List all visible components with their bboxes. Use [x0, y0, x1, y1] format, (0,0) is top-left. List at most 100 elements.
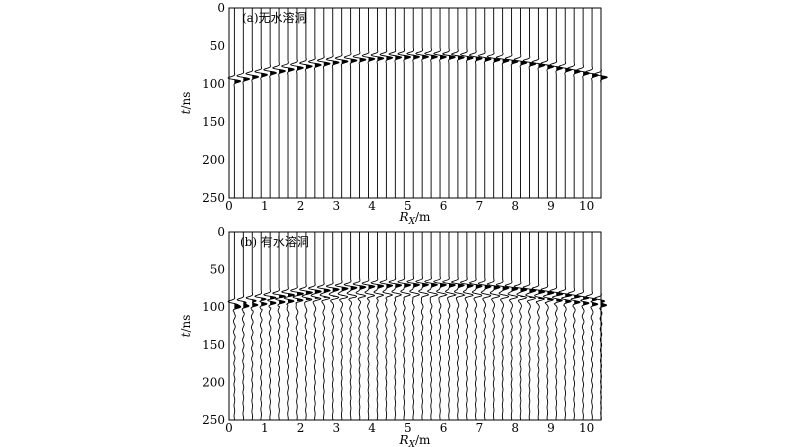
- trace-wiggle: [281, 232, 295, 421]
- x-tick-label: 9: [547, 421, 555, 435]
- trace-wiggle: [451, 232, 466, 421]
- trace-wiggle: [245, 232, 259, 421]
- trace-wiggle: [316, 232, 331, 421]
- trace-wiggle: [486, 232, 501, 421]
- trace-wiggle: [504, 8, 519, 198]
- trace-wiggle: [272, 232, 287, 421]
- trace-wiggle: [334, 232, 349, 421]
- trace-wiggle: [299, 232, 314, 421]
- trace-wiggle: [468, 8, 483, 198]
- x-tick-label: 0: [225, 199, 233, 213]
- trace-wiggle: [531, 8, 546, 198]
- trace-wiggle: [361, 232, 376, 421]
- panel-a-traces: [227, 8, 608, 198]
- panel-a: (a)无水溶洞 0 1 2 3 4 5 6 7 8 9 10 0 50 100 150 200 250 RX/…: [179, 1, 608, 227]
- x-tick-label: 9: [547, 199, 555, 213]
- x-tick-label: 8: [511, 421, 519, 435]
- trace-wiggle: [379, 8, 394, 198]
- trace-wiggle: [388, 8, 403, 198]
- trace-wiggle: [236, 8, 251, 198]
- panel-b-frame: [228, 231, 602, 421]
- trace-wiggle: [415, 8, 429, 198]
- trace-wiggle: [549, 8, 564, 198]
- trace-wiggle: [504, 232, 519, 421]
- trace-wiggle: [442, 8, 456, 198]
- trace-wiggle: [486, 8, 501, 198]
- trace-wiggle: [477, 232, 492, 421]
- trace-wiggle: [352, 8, 367, 198]
- trace-wiggle: [290, 8, 304, 198]
- x-tick-label: 2: [297, 199, 305, 213]
- trace-wiggle: [558, 232, 573, 421]
- trace-wiggle: [397, 8, 412, 198]
- trace-wiggle: [308, 232, 322, 421]
- panel-b-traces: [227, 232, 608, 421]
- trace-wiggle: [424, 8, 438, 198]
- trace-wiggle: [245, 8, 260, 198]
- trace-wiggle: [370, 8, 385, 198]
- trace-wiggle: [343, 232, 358, 421]
- trace-wiggle: [406, 232, 420, 421]
- trace-wiggle: [272, 8, 287, 198]
- trace-wiggle: [263, 8, 278, 198]
- y-tick-label: 150: [202, 115, 225, 129]
- x-tick-label: 6: [440, 421, 448, 435]
- y-tick-label: 200: [202, 375, 225, 389]
- trace-wiggle: [263, 232, 277, 421]
- y-tick-label: 150: [202, 338, 225, 352]
- trace-wiggle: [308, 8, 322, 198]
- x-tick-label: 2: [297, 421, 305, 435]
- panel-b-ylabel: t/ns: [179, 315, 193, 338]
- trace-wiggle: [558, 8, 572, 198]
- trace-wiggle: [433, 8, 447, 198]
- trace-wiggle: [540, 8, 555, 198]
- panel-b: (b) 有水溶洞 0 1 2 3 4 5 6 7 8 9 10 0 50 100 150 200 250 RX…: [179, 225, 608, 447]
- trace-wiggle: [576, 232, 590, 421]
- trace-wiggle: [522, 8, 537, 198]
- x-tick-label: 0: [225, 421, 233, 435]
- panel-a-frame: [228, 7, 602, 199]
- trace-wiggle: [325, 8, 340, 198]
- panel-b-x-ticks: 0 1 2 3 4 5 6 7 8 9 10: [225, 421, 594, 435]
- trace-wiggle: [406, 8, 420, 198]
- y-tick-label: 250: [202, 191, 225, 205]
- trace-wiggle: [576, 8, 590, 198]
- x-tick-label: 8: [511, 199, 519, 213]
- trace-wiggle: [352, 232, 367, 421]
- x-tick-label: 4: [368, 199, 376, 213]
- trace-wiggle: [361, 8, 376, 198]
- y-tick-label: 50: [210, 263, 225, 277]
- trace-wiggle: [513, 8, 528, 198]
- trace-wiggle: [227, 232, 242, 421]
- y-tick-label: 200: [202, 153, 225, 167]
- trace-wiggle: [451, 8, 465, 198]
- y-tick-label: 100: [202, 300, 225, 314]
- trace-wiggle: [513, 232, 528, 421]
- panel-a-y-ticks: 0 50 100 150 200 250: [202, 1, 225, 205]
- trace-wiggle: [460, 8, 474, 198]
- trace-wiggle: [254, 8, 269, 198]
- trace-wiggle: [424, 232, 439, 421]
- trace-wiggle: [495, 8, 510, 198]
- trace-wiggle: [477, 8, 492, 198]
- trace-wiggle: [585, 8, 599, 198]
- x-tick-label: 10: [579, 199, 594, 213]
- x-tick-label: 1: [261, 421, 269, 435]
- trace-wiggle: [531, 232, 546, 421]
- y-tick-label: 0: [217, 225, 225, 239]
- x-tick-label: 5: [404, 199, 412, 213]
- trace-wiggle: [459, 232, 474, 421]
- trace-wiggle: [469, 232, 483, 421]
- trace-wiggle: [343, 8, 358, 198]
- trace-wiggle: [549, 232, 564, 421]
- trace-wiggle: [334, 8, 349, 198]
- trace-wiggle: [522, 232, 537, 421]
- trace-wiggle: [227, 8, 242, 198]
- x-tick-label: 4: [368, 421, 376, 435]
- trace-wiggle: [316, 8, 331, 198]
- trace-wiggle: [397, 232, 412, 421]
- trace-wiggle: [585, 232, 599, 421]
- x-tick-label: 6: [440, 199, 448, 213]
- panel-a-xlabel: RX/m: [399, 210, 432, 227]
